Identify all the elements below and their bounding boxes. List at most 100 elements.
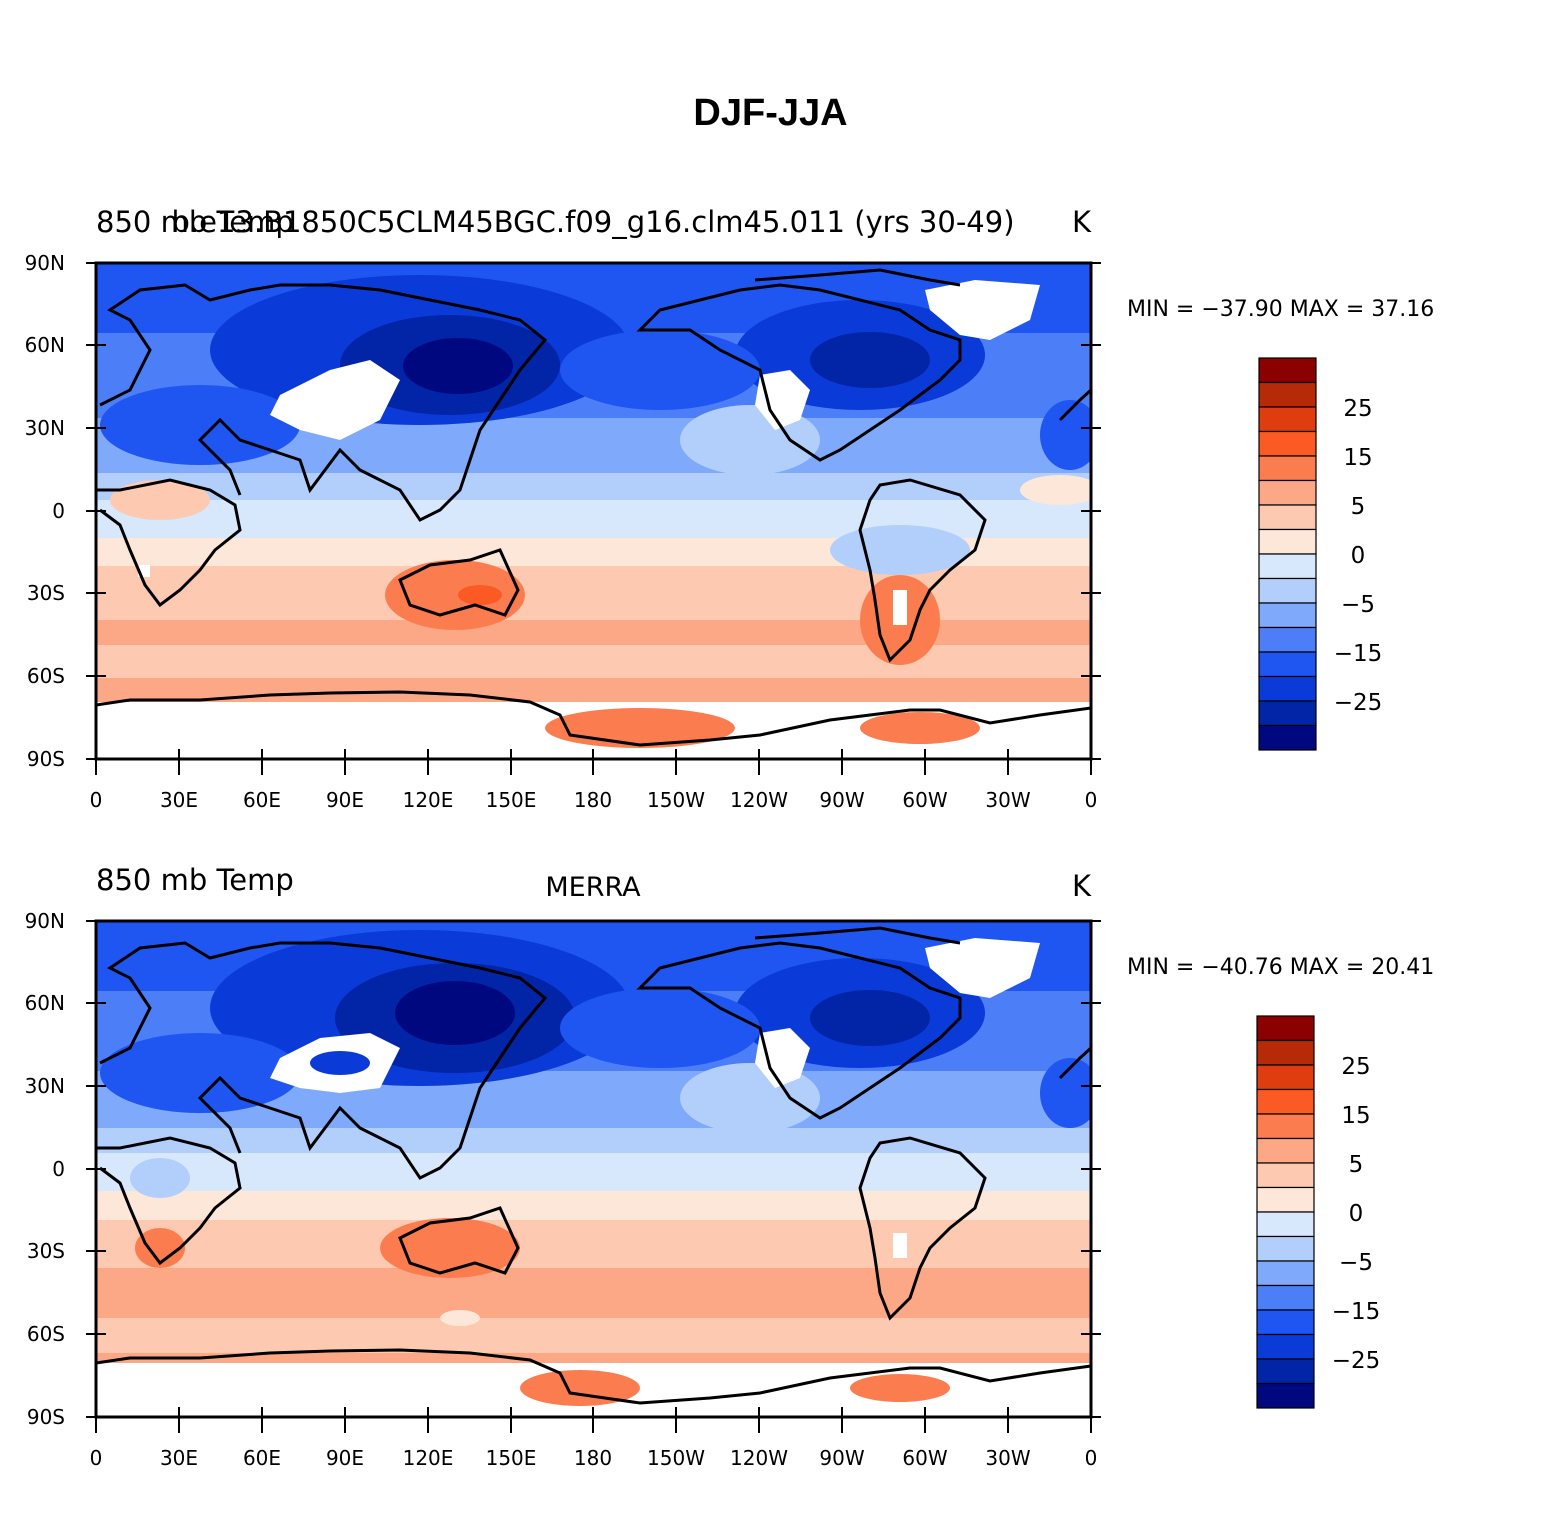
lon-label: 60E [243,1446,281,1470]
colorbar-swatch [1256,1284,1315,1311]
colorbar [1256,1015,1315,1409]
panel-units: K [1072,205,1092,239]
lon-label: 30E [160,1446,198,1470]
colorbar-swatch [1256,1039,1315,1066]
lon-label: 150E [486,1446,537,1470]
lon-label: 90W [819,1446,864,1470]
lon-label: 90E [326,788,364,812]
lat-label: 60N [25,991,65,1015]
coastlines [96,926,1091,1405]
lat-axis: 90N 60N 30N 0 30S 60S 90S [25,251,1101,771]
panel-model: 850 mb Temp b.e13.B1850C5CLM45BGC.f09_g1… [25,205,1435,812]
lat-label: 60S [27,1322,65,1346]
colorbar-label: −25 [1332,1348,1381,1374]
lat-axis: 90N 60N 30N 0 30S 60S 90S [25,909,1101,1429]
lon-label: 90E [326,1446,364,1470]
lon-axis: 0 30E 60E 90E 120E 150E 180 150W 120W 90… [90,749,1098,812]
colorbar-swatch [1258,553,1317,580]
colorbar-swatch [1258,455,1317,482]
colorbar-label: 0 [1351,543,1366,569]
colorbar-swatch [1258,528,1317,555]
colorbar-label: 25 [1343,396,1372,422]
lon-label: 0 [90,788,103,812]
panel-merra: 850 mb Temp MERRA K [25,863,1435,1470]
colorbar-swatch [1258,675,1317,702]
lat-label: 90S [27,1405,65,1429]
min-max-label: MIN = −40.76 MAX = 20.41 [1127,955,1434,980]
colorbar-swatch [1258,602,1317,629]
lat-label: 0 [52,499,65,523]
coastlines [96,268,1091,747]
colorbar-swatch [1256,1211,1315,1238]
colorbar-swatch [1256,1162,1315,1189]
figure-title: DJF-JJA [693,92,848,134]
colorbar-swatch [1258,381,1317,408]
lat-label: 60S [27,664,65,688]
lon-label: 120W [730,1446,788,1470]
colorbar-swatch [1256,1382,1315,1409]
colorbar-swatch [1258,651,1317,678]
lon-label: 0 [90,1446,103,1470]
lat-label: 90S [27,747,65,771]
colorbar-swatch [1258,504,1317,531]
colorbar-swatch [1256,1309,1315,1336]
lon-label: 30W [985,1446,1030,1470]
colorbar-swatch [1258,700,1317,727]
panel-left-title: 850 mb Temp [96,205,294,239]
colorbar-swatch [1258,479,1317,506]
lon-label: 180 [574,788,612,812]
colorbar-labels: 25 15 5 0 −5 −15 −25 [1334,396,1383,716]
lon-label: 60E [243,788,281,812]
lon-label: 0 [1085,788,1098,812]
lon-label: 60W [902,1446,947,1470]
lat-label: 30N [25,416,65,440]
lon-label: 150W [647,1446,705,1470]
colorbar-label: 5 [1349,1152,1364,1178]
lon-label: 30E [160,788,198,812]
colorbar-label: 15 [1343,445,1372,471]
panel-units: K [1072,869,1092,903]
min-max-label: MIN = −37.90 MAX = 37.16 [1127,297,1434,322]
lat-label: 60N [25,333,65,357]
colorbar-swatch [1258,724,1317,751]
colorbar-swatch [1256,1186,1315,1213]
colorbar-swatch [1256,1113,1315,1140]
lon-label: 180 [574,1446,612,1470]
colorbar-swatch [1256,1358,1315,1385]
colorbar-labels: 25 15 5 0 −5 −15 −25 [1332,1054,1381,1374]
lon-label: 120E [403,788,454,812]
lat-label: 30S [27,581,65,605]
colorbar-swatch [1256,1088,1315,1115]
colorbar-label: −15 [1332,1299,1381,1325]
lon-label: 30W [985,788,1030,812]
colorbar-label: −5 [1339,1250,1373,1276]
lon-label: 150E [486,788,537,812]
lon-label: 150W [647,788,705,812]
colorbar-label: 15 [1341,1103,1370,1129]
colorbar-swatch [1258,357,1317,384]
colorbar-swatch [1256,1064,1315,1091]
colorbar-swatch [1256,1260,1315,1287]
lon-label: 90W [819,788,864,812]
colorbar-label: −5 [1341,592,1375,618]
lat-label: 90N [25,251,65,275]
colorbar-swatch [1258,626,1317,653]
colorbar-swatch [1258,577,1317,604]
lon-label: 0 [1085,1446,1098,1470]
colorbar-label: −15 [1334,641,1383,667]
temperature-field [96,921,1091,1417]
colorbar-label: 0 [1349,1201,1364,1227]
lat-label: 0 [52,1157,65,1181]
temperature-field [96,263,1091,759]
colorbar-swatch [1256,1015,1315,1042]
lon-axis: 0 30E 60E 90E 120E 150E 180 150W 120W 90… [90,1407,1098,1470]
colorbar-swatch [1256,1235,1315,1262]
colorbar [1258,357,1317,751]
lat-label: 30S [27,1239,65,1263]
colorbar-swatch [1258,430,1317,457]
lat-label: 90N [25,909,65,933]
lon-label: 120W [730,788,788,812]
colorbar-label: −25 [1334,690,1383,716]
lon-label: 120E [403,1446,454,1470]
colorbar-swatch [1256,1137,1315,1164]
